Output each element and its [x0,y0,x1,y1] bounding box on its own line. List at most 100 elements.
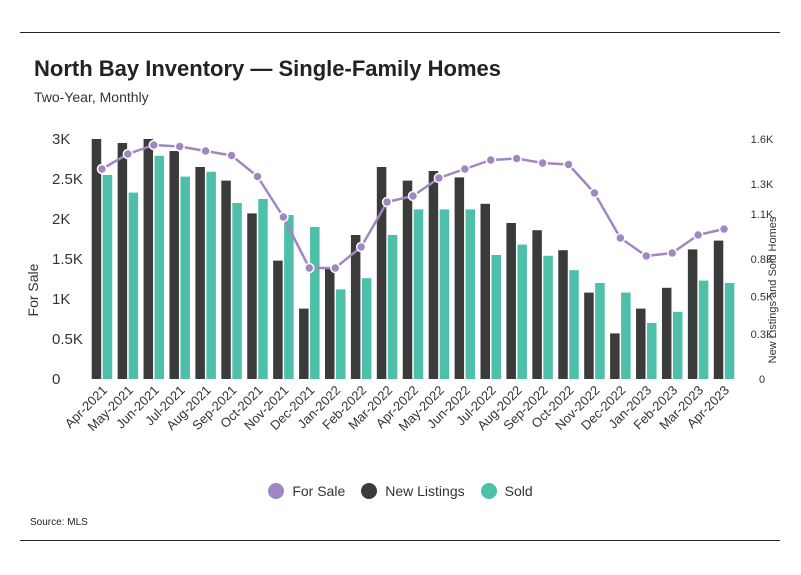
left-tick-label: 2K [52,211,70,228]
bar-new-listings [506,223,516,379]
right-tick-label: 0.5K [751,292,774,304]
point-for-sale [692,229,704,241]
point-for-sale [355,241,367,253]
point-for-sale [381,196,393,208]
bar-sold [647,323,657,379]
point-for-sale [537,157,548,169]
right-tick-label: 1.3K [751,179,774,191]
bar-sold [387,235,398,379]
line-layer [96,139,730,274]
point-for-sale [615,232,626,244]
left-tick-label: 1K [52,291,70,308]
bar-new-listings [169,151,179,379]
source-note: Source: MLS [30,517,88,528]
bar-new-listings [273,260,283,379]
bars-layer [91,139,735,379]
line-for-sale [101,143,725,270]
bar-sold [491,255,502,379]
point-for-sale [589,187,600,199]
bar-new-listings [636,308,646,379]
bar-sold [154,155,165,379]
bar-new-listings [299,308,309,379]
legend-item-new-listings[interactable]: New Listings [361,483,465,499]
bar-new-listings [584,292,594,379]
legend-item-for-sale[interactable]: For Sale [268,483,345,499]
bar-sold [206,171,216,379]
right-tick-label: 1.1K [751,209,774,221]
left-tick-label: 0.5K [52,331,83,348]
bar-sold [335,289,346,379]
chart-subtitle: Two-Year, Monthly [34,89,149,105]
bar-sold [672,311,683,379]
point-for-sale [96,163,108,175]
point-for-sale [485,154,497,166]
bar-sold [439,209,450,379]
legend-swatch-new-listings [361,483,378,499]
bar-new-listings [480,203,491,379]
point-for-sale [433,172,445,184]
left-tick-label: 2.5K [52,171,83,188]
point-for-sale [200,145,211,157]
legend-label: Sold [504,483,533,499]
bar-sold [310,227,320,379]
legend-label: New Listings [385,483,465,499]
bar-sold [569,270,579,379]
right-tick-label: 0 [759,374,765,386]
bar-sold [232,203,242,379]
bar-new-listings [661,287,672,379]
bar-new-listings [402,180,413,379]
bar-sold [465,209,476,379]
bar-sold [102,175,113,379]
right-tick-label: 0.8K [751,254,774,266]
bar-sold [698,280,709,379]
bar-new-listings [195,167,205,379]
bar-sold [128,192,139,379]
bar-new-listings [324,268,335,379]
legend-swatch-sold [480,483,497,499]
left-axis-title: For Sale [25,263,41,316]
legend-item-sold[interactable]: Sold [480,483,533,499]
point-for-sale [148,139,160,151]
bar-new-listings [454,177,465,379]
legend-label: For Sale [292,483,346,499]
bar-new-listings [610,333,620,379]
bar-sold [180,176,190,379]
point-for-sale [122,148,134,160]
legend-swatch-for-sale [268,483,285,499]
bar-new-listings [532,230,542,379]
right-tick-label: 0.3K [751,329,774,341]
left-tick-label: 3K [52,131,70,148]
chart-area: 0 0.5K 1K 1.5K 2K 2.5K 3K 0 0.3K 0.5K 0.8K 1.1K 1.3… [25,131,779,434]
point-for-sale [329,262,341,274]
x-axis-ticks: Apr-2021May-2021Jun-2021Jul-2021Aug-2021… [62,383,733,434]
bar-new-listings [221,180,231,379]
point-for-sale [718,223,730,235]
bar-sold [724,283,735,379]
bar-new-listings [143,139,154,379]
right-tick-label: 1.6K [751,134,774,146]
point-for-sale [666,247,678,259]
point-for-sale [252,171,263,182]
point-for-sale [511,153,522,164]
left-tick-label: 1.5K [52,251,83,268]
bar-new-listings [558,250,568,379]
left-tick-label: 0 [52,371,60,388]
bar-new-listings [687,249,698,379]
bar-sold [543,255,553,379]
legend: For Sale New Listings Sold [0,480,801,502]
bar-sold [517,244,527,379]
bar-sold [284,215,294,379]
point-for-sale [278,211,289,223]
bar-sold [361,278,372,379]
bar-sold [595,283,605,379]
point-for-sale [641,250,652,262]
left-axis-ticks: 0 0.5K 1K 1.5K 2K 2.5K 3K [52,131,83,388]
bar-new-listings [247,213,257,379]
bar-new-listings [376,167,387,379]
point-for-sale [563,159,574,170]
bar-new-listings [428,171,439,379]
bottom-rule [20,540,780,541]
point-for-sale [407,190,419,202]
bar-sold [258,199,268,379]
bar-new-listings [91,139,102,379]
